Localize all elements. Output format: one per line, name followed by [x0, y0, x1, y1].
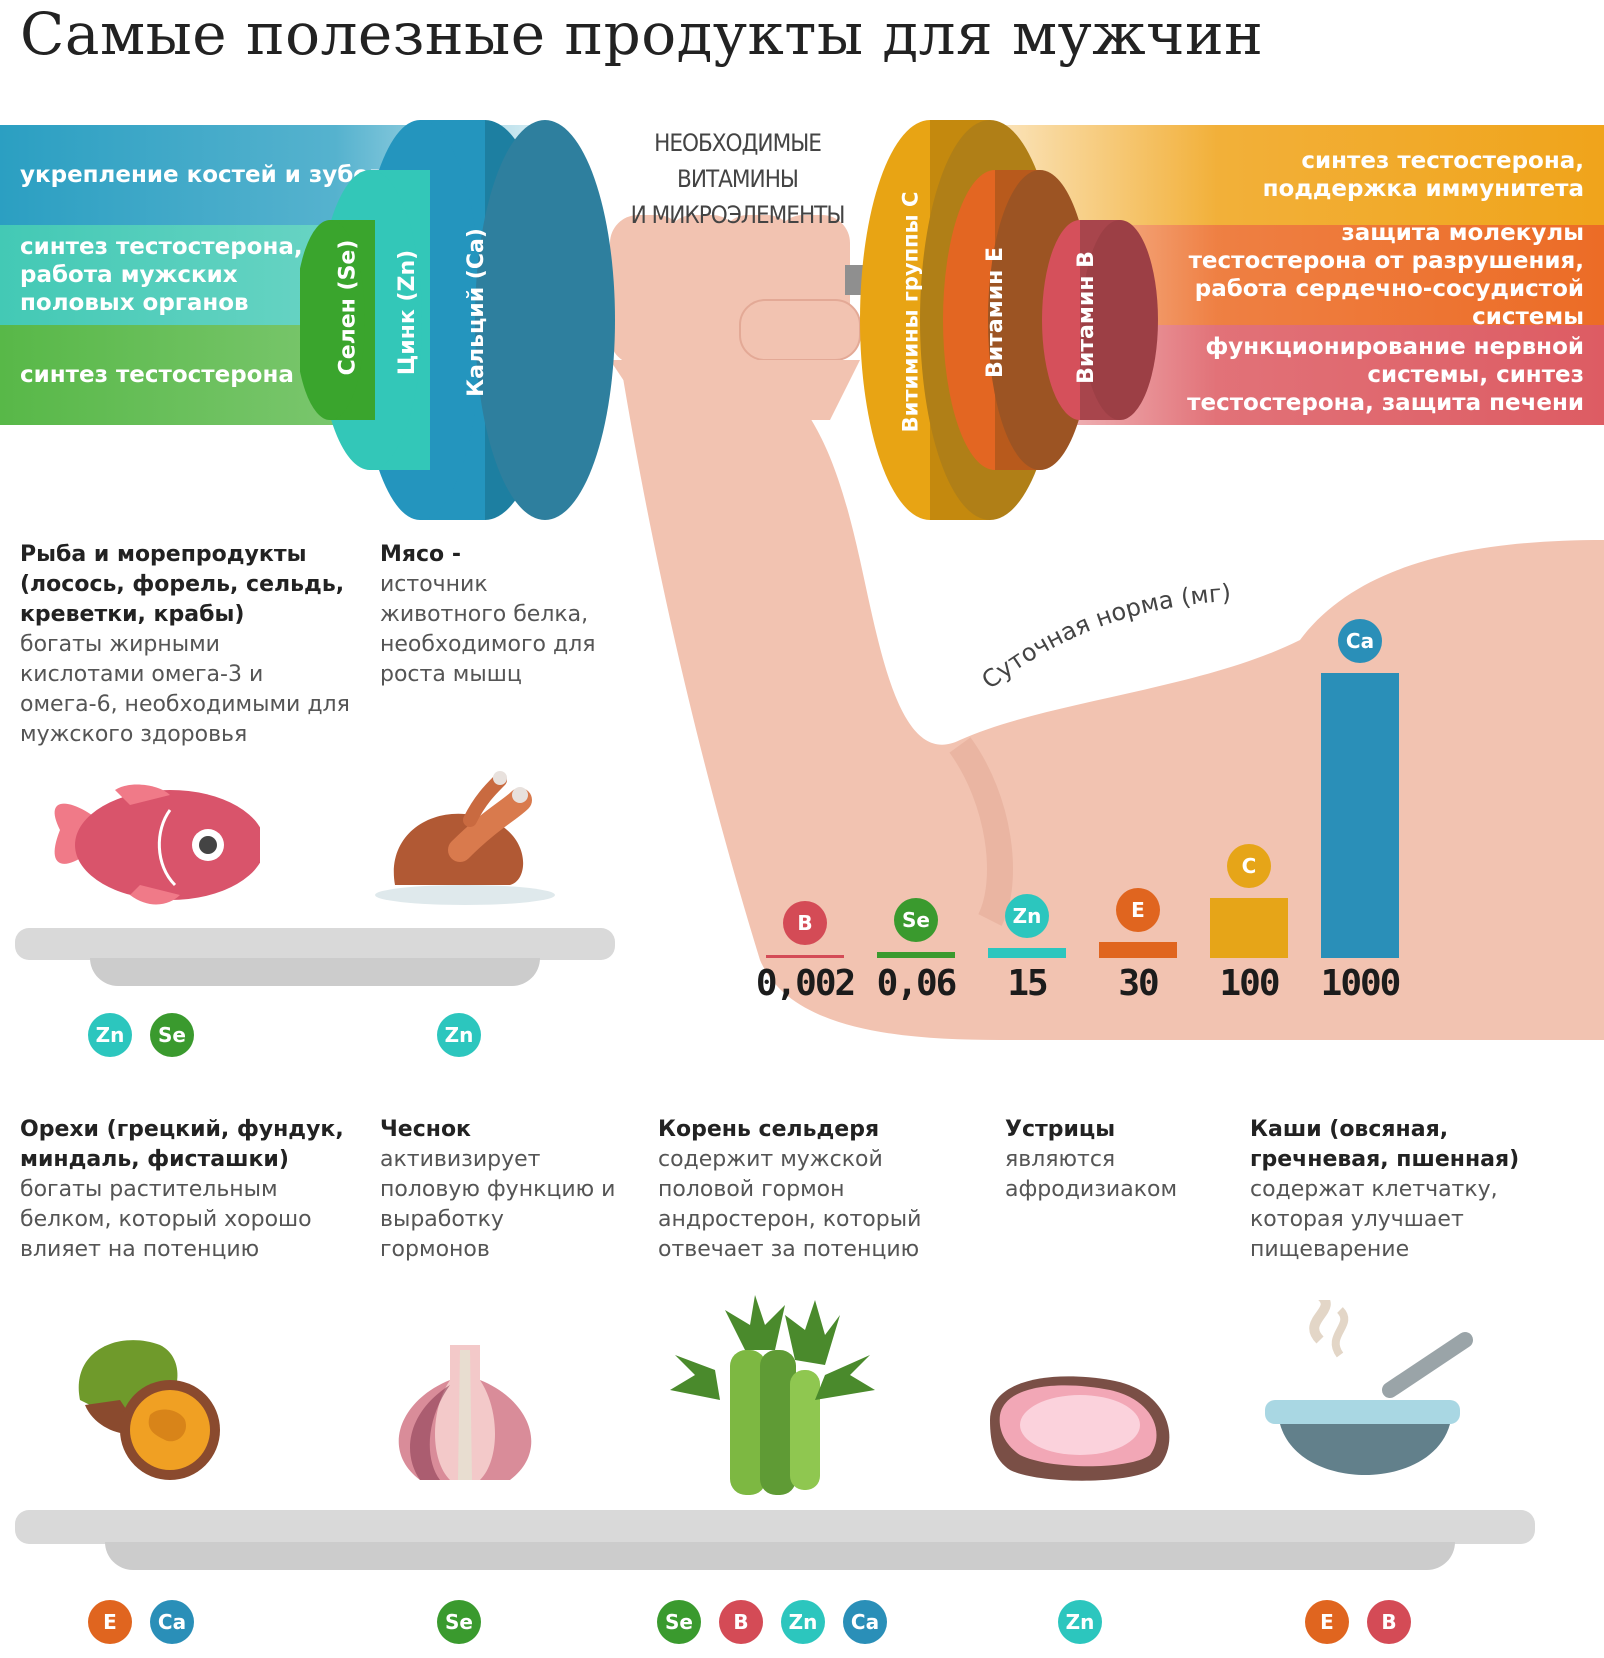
top-tray [15, 928, 615, 960]
plate-label-vitamin-e: Витамин Е [983, 246, 1009, 379]
right-band-label: защита молекулы тестостерона от разрушен… [1188, 220, 1584, 330]
bottom-tray [15, 1510, 1535, 1544]
badge-se-icon: Se [657, 1600, 701, 1644]
product-fish: Рыба и морепродукты (лосось, форель, сел… [20, 540, 350, 750]
right-band-label: синтез тестостерона, поддержка иммунитет… [1262, 148, 1584, 202]
badge-b-icon: B [719, 1600, 763, 1644]
left-band-label: синтез тестостерона, работа мужских поло… [20, 234, 303, 316]
product-title: Орехи (грецкий, фундук, миндаль, фисташк… [20, 1117, 344, 1172]
badge-zn-icon: Zn [781, 1600, 825, 1644]
right-plates [860, 120, 1158, 520]
product-title: Чеснок [380, 1117, 471, 1142]
bottom-tray-base [105, 1542, 1455, 1570]
top-tray-base [90, 958, 540, 986]
dumbbell-header-line1: НЕОБХОДИМЫЕ ВИТАМИНЫ [654, 129, 822, 193]
product-garlic: Чеснок активизирует половую функцию и вы… [380, 1115, 620, 1265]
product-oysters: Устрицы являются афродизиаком [1005, 1115, 1205, 1205]
product-desc: активизирует половую функцию и выработку… [380, 1147, 616, 1262]
left-band-label: синтез тестостерона [20, 362, 294, 388]
plate-label-calcium: Кальций (Ca) [463, 228, 489, 397]
fish-icon [54, 784, 260, 905]
badge-zn-icon: Zn [88, 1013, 132, 1057]
svg-text:Суточная норма (мг): Суточная норма (мг) [976, 580, 1231, 695]
badge-e-icon: E [1305, 1600, 1349, 1644]
chicken-icon [375, 771, 555, 905]
plate-label-vitamin-b: Витамин В [1073, 251, 1099, 384]
badge-b-icon: B [1367, 1600, 1411, 1644]
left-band-label: укрепление костей и зубов [20, 162, 384, 188]
product-desc: богаты растительным белком, который хоро… [20, 1177, 312, 1262]
product-nuts: Орехи (грецкий, фундук, миндаль, фисташк… [20, 1115, 350, 1265]
garlic-icon [398, 1345, 532, 1480]
porridge-bowl-icon [1265, 1300, 1473, 1475]
nut-icon [78, 1340, 220, 1480]
product-title: Каши (овсяная, гречневая, пшенная) [1250, 1117, 1520, 1172]
plate-label-selenium: Селен (Se) [335, 239, 361, 376]
right-band-label: функционирование нервной системы, синтез… [1187, 334, 1584, 416]
badge-zn-icon: Zn [1058, 1600, 1102, 1644]
product-porridge: Каши (овсяная, гречневая, пшенная) содер… [1250, 1115, 1530, 1265]
product-title: Мясо - [380, 542, 461, 567]
dumbbell-header: НЕОБХОДИМЫЕ ВИТАМИНЫ И МИКРОЭЛЕМЕНТЫ [605, 125, 870, 233]
product-desc: являются афродизиаком [1005, 1147, 1178, 1202]
product-title: Рыба и морепродукты (лосось, форель, сел… [20, 542, 345, 627]
chart-title: Суточная норма (мг) [976, 580, 1231, 695]
product-meat: Мясо - источник животного белка, необход… [380, 540, 620, 690]
celery-icon [670, 1295, 875, 1495]
product-desc: содержит мужской половой гормон андросте… [658, 1147, 922, 1262]
plate-label-zinc: Цинк (Zn) [395, 249, 421, 376]
badge-se-icon: Se [437, 1600, 481, 1644]
oyster-icon [990, 1376, 1170, 1481]
fist-icon [610, 215, 861, 420]
badge-e-icon: E [88, 1600, 132, 1644]
left-plates [300, 120, 615, 520]
badge-ca-icon: Ca [150, 1600, 194, 1644]
badge-ca-icon: Ca [843, 1600, 887, 1644]
badge-zn-icon: Zn [437, 1013, 481, 1057]
product-desc: источник животного белка, необходимого д… [380, 572, 596, 687]
plate-label-vitamin-c: Витимины группы С [898, 191, 923, 433]
product-desc: богаты жирными кислотами омега-3 и омега… [20, 632, 350, 747]
badge-se-icon: Se [150, 1013, 194, 1057]
product-title: Корень сельдеря [658, 1117, 880, 1142]
page-title: Самые полезные продукты для мужчин [20, 0, 1264, 68]
chart-title-svg: Суточная норма (мг) [976, 580, 1231, 695]
product-celery: Корень сельдеря содержит мужской половой… [658, 1115, 948, 1265]
product-title: Устрицы [1005, 1117, 1116, 1142]
product-desc: содержат клетчатку, которая улучшает пищ… [1250, 1177, 1498, 1262]
dumbbell-header-line2: И МИКРОЭЛЕМЕНТЫ [630, 201, 846, 229]
